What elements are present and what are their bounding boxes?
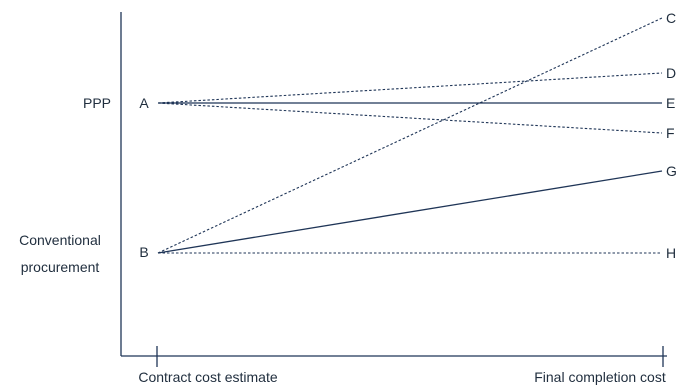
line-a-d [157,72,663,104]
end-point-labels: C DEF G H [666,10,677,261]
row-label-conventional-line1: Conventional [19,232,101,248]
point-label-f: F [666,125,675,141]
point-label-d: D [666,65,676,81]
line-a-f [157,102,663,134]
point-label-h: H [666,245,676,261]
point-label-b: B [139,244,148,260]
connection-lines [157,17,663,254]
row-label-ppp: PPP [83,95,111,111]
point-label-e: E [666,95,675,111]
row-label-conventional-line2: procurement [21,259,100,275]
point-label-a: A [139,95,149,111]
x-label-contract-cost-estimate: Contract cost estimate [138,369,277,385]
point-label-c: C [666,10,676,26]
line-b-g [157,170,663,254]
point-label-g: G [666,163,677,179]
line-b-c [157,17,663,254]
x-label-final-completion-cost: Final completion cost [534,369,666,385]
